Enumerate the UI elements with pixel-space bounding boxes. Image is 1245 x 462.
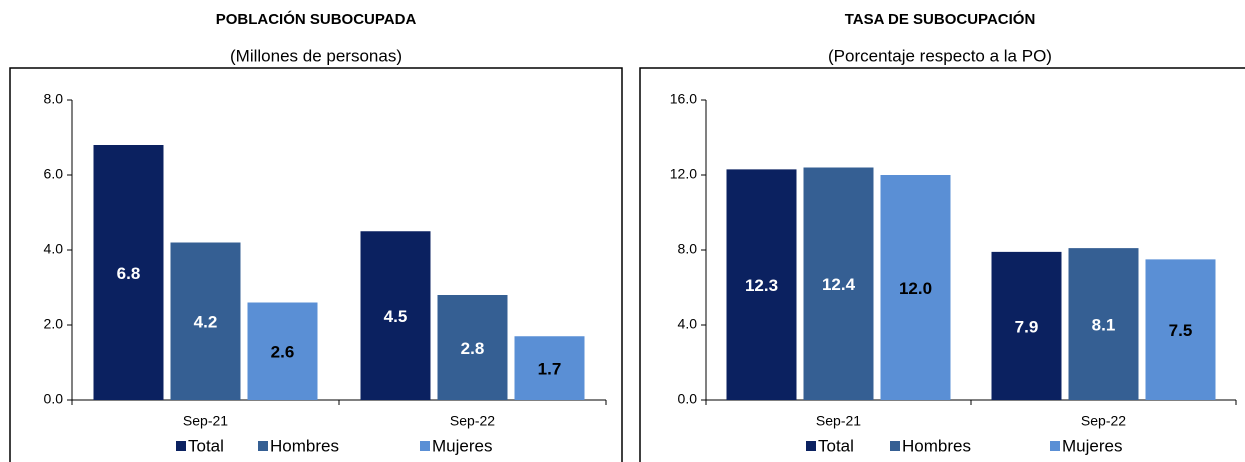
legend-label: Hombres bbox=[270, 436, 339, 455]
value-label: 4.2 bbox=[194, 313, 218, 332]
bar bbox=[726, 169, 797, 400]
y-tick-label: 8.0 bbox=[44, 91, 64, 107]
legend-swatch bbox=[806, 441, 816, 451]
value-label: 12.4 bbox=[822, 275, 856, 294]
value-label: 7.5 bbox=[1169, 321, 1193, 340]
y-tick-label: 12.0 bbox=[670, 166, 697, 182]
bar bbox=[1068, 248, 1139, 400]
x-tick-label: Sep-22 bbox=[450, 413, 495, 429]
legend-swatch bbox=[176, 441, 186, 451]
bar bbox=[360, 231, 431, 400]
bar bbox=[514, 336, 585, 400]
value-label: 12.0 bbox=[899, 279, 932, 298]
value-label: 4.5 bbox=[384, 307, 408, 326]
y-tick-label: 4.0 bbox=[44, 241, 64, 257]
panel-frame bbox=[639, 67, 1245, 462]
bar bbox=[170, 242, 241, 400]
legend-swatch bbox=[1050, 441, 1060, 451]
value-label: 2.6 bbox=[271, 343, 295, 362]
value-label: 12.3 bbox=[745, 276, 778, 295]
bar bbox=[1145, 259, 1216, 400]
bar bbox=[803, 167, 874, 400]
bar bbox=[880, 175, 951, 400]
bar bbox=[93, 145, 164, 400]
y-tick-label: 16.0 bbox=[670, 91, 697, 107]
chart-title: TASA DE SUBOCUPACIÓN bbox=[845, 10, 1036, 28]
bar bbox=[247, 302, 318, 400]
x-tick-label: Sep-21 bbox=[816, 413, 861, 429]
value-label: 8.1 bbox=[1092, 316, 1116, 335]
y-tick-label: 4.0 bbox=[678, 316, 698, 332]
y-tick-label: 8.0 bbox=[678, 241, 698, 257]
x-tick-label: Sep-22 bbox=[1081, 413, 1126, 429]
legend-swatch bbox=[258, 441, 268, 451]
bar bbox=[437, 295, 508, 400]
chart-subtitle: (Porcentaje respecto a la PO) bbox=[828, 46, 1052, 65]
legend-label: Mujeres bbox=[1062, 436, 1122, 455]
legend-label: Hombres bbox=[902, 436, 971, 455]
y-tick-label: 6.0 bbox=[44, 166, 64, 182]
bar bbox=[991, 251, 1062, 400]
value-label: 7.9 bbox=[1015, 317, 1039, 336]
x-tick-label: Sep-21 bbox=[183, 413, 228, 429]
value-label: 2.8 bbox=[461, 339, 485, 358]
legend-label: Total bbox=[818, 436, 854, 455]
legend-swatch bbox=[420, 441, 430, 451]
value-label: 1.7 bbox=[538, 360, 562, 379]
chart-subtitle: (Millones de personas) bbox=[230, 46, 402, 65]
panel-frame bbox=[9, 67, 623, 462]
y-tick-label: 2.0 bbox=[44, 316, 64, 332]
legend-swatch bbox=[890, 441, 900, 451]
y-tick-label: 0.0 bbox=[44, 391, 64, 407]
value-label: 6.8 bbox=[117, 264, 141, 283]
legend-label: Mujeres bbox=[432, 436, 492, 455]
legend-label: Total bbox=[188, 436, 224, 455]
y-tick-label: 0.0 bbox=[678, 391, 698, 407]
chart-title: POBLACIÓN SUBOCUPADA bbox=[216, 10, 417, 28]
